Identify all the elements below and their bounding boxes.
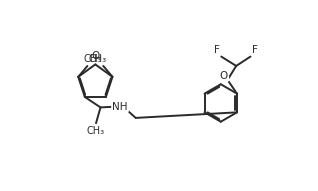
Text: F: F	[252, 45, 258, 55]
Text: F: F	[214, 45, 220, 55]
Text: O: O	[220, 70, 228, 81]
Text: CH₃: CH₃	[89, 54, 107, 64]
Text: CH₃: CH₃	[87, 126, 105, 136]
Text: CH₃: CH₃	[84, 54, 102, 64]
Text: O: O	[91, 51, 100, 62]
Text: NH: NH	[112, 102, 128, 112]
